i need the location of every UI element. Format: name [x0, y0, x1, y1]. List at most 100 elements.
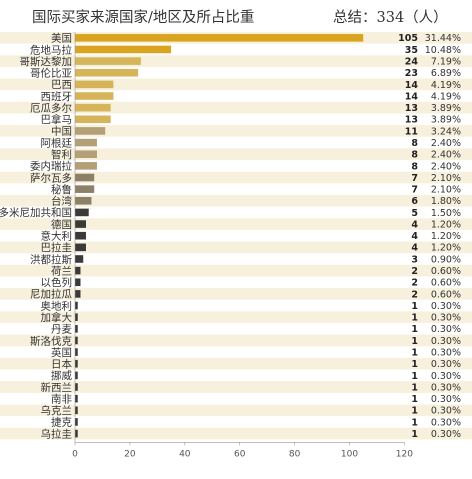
category-label: 厄瓜多尔: [30, 101, 72, 114]
percent-label: 0.30%: [431, 406, 461, 417]
category-label: 智利: [51, 148, 72, 161]
bar: [75, 371, 78, 380]
value-label: 13: [405, 115, 418, 126]
percent-label: 10.48%: [425, 45, 461, 56]
bar: [75, 196, 92, 205]
bar: [75, 127, 106, 135]
bar: [75, 45, 172, 54]
category-label: 危地马拉: [30, 43, 72, 56]
bars: [75, 34, 364, 438]
value-label: 11: [405, 126, 418, 137]
row-band: [0, 55, 472, 67]
value-label: 1: [411, 371, 418, 382]
category-label: 委内瑞拉: [30, 160, 72, 173]
value-label: 7: [411, 173, 418, 184]
row-band: [0, 101, 472, 114]
percent-label: 3.89%: [431, 103, 461, 114]
percent-label: 0.30%: [431, 336, 461, 347]
percent-label: 2.10%: [431, 185, 461, 196]
percent-label: 1.50%: [431, 208, 461, 219]
category-label: 意大利: [41, 230, 73, 243]
bar: [75, 359, 78, 368]
value-label: 7: [411, 185, 418, 196]
bar: [75, 150, 97, 159]
row-band: [0, 218, 472, 230]
bar: [75, 266, 81, 275]
value-label: 6: [411, 196, 418, 207]
category-label: 加拿大: [41, 311, 73, 324]
percent-label: 2.40%: [431, 150, 461, 161]
percent-label: 0.30%: [431, 371, 461, 382]
category-label: 乌拉圭: [41, 427, 73, 440]
bar: [75, 418, 78, 426]
percent-label: 6.89%: [431, 68, 461, 79]
percent-label: 2.10%: [431, 173, 461, 184]
value-label: 23: [405, 68, 418, 79]
value-label: 1: [411, 313, 418, 324]
row-band: [0, 427, 472, 440]
chart-title: 国际买家来源国家/地区及所占比重: [32, 9, 254, 26]
percent-label: 3.89%: [431, 115, 461, 126]
category-label: 巴拿马: [41, 113, 73, 126]
percent-label: 4.19%: [431, 80, 461, 91]
percent-label: 31.44%: [425, 33, 461, 44]
row-band: [0, 381, 472, 393]
bar: [75, 348, 78, 356]
bar: [75, 173, 95, 182]
category-label: 美国: [51, 32, 72, 45]
row-band: [0, 264, 472, 277]
value-label: 105: [398, 33, 418, 44]
percent-label: 7.19%: [431, 57, 461, 68]
row-band: [0, 357, 472, 370]
value-label: 4: [411, 231, 418, 242]
value-label: 1: [411, 324, 418, 335]
value-label: 4: [411, 243, 418, 254]
category-label: 奥地利: [41, 299, 73, 312]
category-label: 捷克: [51, 416, 72, 429]
category-label: 挪威: [51, 369, 72, 382]
x-tick-label: 80: [289, 449, 301, 459]
bar: [75, 255, 84, 263]
category-label: 秘鲁: [51, 183, 72, 196]
category-label: 乌克兰: [41, 404, 73, 417]
category-label: 中国: [51, 125, 72, 138]
category-label: 巴西: [51, 79, 72, 91]
bar: [75, 208, 89, 217]
category-labels: 美国危地马拉哥斯达黎加哥伦比亚巴西西班牙厄瓜多尔巴拿马中国阿根廷智利委内瑞拉萨尔…: [0, 32, 72, 441]
category-label: 尼加拉瓜: [30, 288, 72, 301]
percent-label: 0.30%: [431, 394, 461, 405]
percent-label: 0.30%: [431, 313, 461, 324]
category-label: 哥伦比亚: [30, 67, 72, 80]
x-axis: 0 20 40 60 80 100 120: [72, 32, 413, 459]
x-tick-label: 40: [179, 449, 191, 459]
category-label: 英国: [51, 346, 72, 359]
category-label: 洪都拉斯: [30, 253, 72, 266]
value-label: 1: [411, 429, 418, 440]
bar: [75, 68, 139, 77]
value-label: 5: [411, 208, 418, 219]
bar: [75, 290, 81, 298]
percent-label: 0.30%: [431, 324, 461, 335]
percent-label: 4.19%: [431, 91, 461, 102]
value-label: 4: [411, 219, 418, 230]
bar: [75, 162, 97, 170]
bar: [75, 243, 86, 252]
row-backgrounds: [0, 32, 472, 440]
value-label: 35: [405, 45, 418, 56]
bar: [75, 220, 86, 228]
bar: [75, 138, 97, 147]
row-band: [0, 148, 472, 161]
category-label: 荷兰: [51, 264, 72, 277]
x-tick-label: 0: [72, 449, 78, 459]
category-label: 日本: [51, 358, 72, 371]
row-band: [0, 404, 472, 417]
row-band: [0, 311, 472, 323]
value-label: 1: [411, 382, 418, 393]
row-band: [0, 194, 472, 207]
x-tick-label: 60: [234, 449, 246, 459]
percent-label: 1.20%: [431, 243, 461, 254]
value-label: 3: [411, 254, 418, 265]
value-label: 2: [411, 289, 418, 300]
value-label: 14: [405, 91, 419, 102]
category-label: 台湾: [51, 195, 72, 208]
